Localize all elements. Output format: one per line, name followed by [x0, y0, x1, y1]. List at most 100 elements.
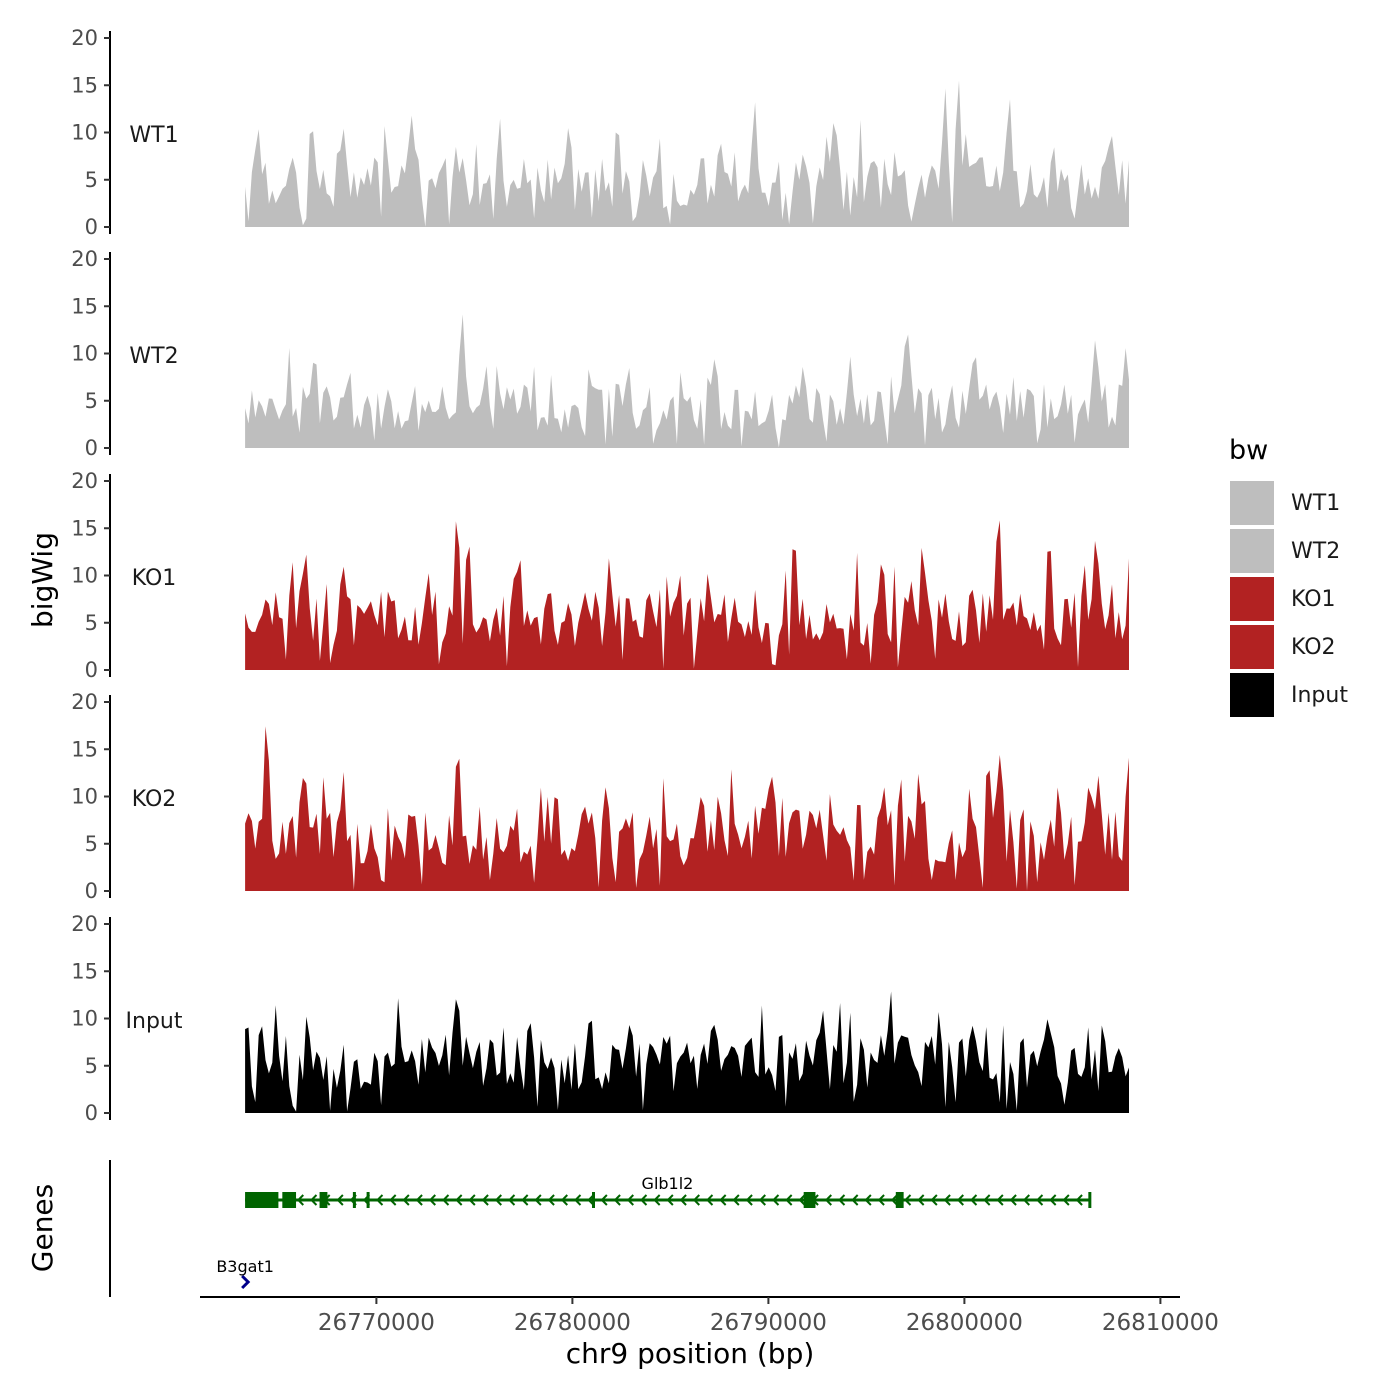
legend-item-ko2: KO2 — [1230, 625, 1336, 669]
y-tick-label: 0 — [85, 215, 98, 239]
signal-area-ko1 — [245, 520, 1130, 670]
legend-item-input: Input — [1230, 673, 1348, 717]
x-tick-label: 26780000 — [514, 1310, 631, 1336]
strand-arrow — [481, 1194, 489, 1206]
strand-arrow — [653, 1194, 661, 1206]
strand-arrow — [692, 1194, 700, 1206]
strand-arrow — [494, 1194, 502, 1206]
strand-arrow — [679, 1194, 687, 1206]
strand-arrow — [983, 1194, 991, 1206]
strand-arrow — [943, 1194, 951, 1206]
strand-arrow — [587, 1194, 595, 1206]
strand-arrow — [415, 1194, 423, 1206]
strand-arrow — [376, 1194, 384, 1206]
strand-arrow — [310, 1194, 318, 1206]
strand-arrow — [1009, 1194, 1017, 1206]
track-panel-wt2: 0 5 10 15 20 WT2 — [71, 247, 1130, 460]
y-tick-label: 5 — [85, 832, 98, 856]
strand-arrow — [283, 1194, 291, 1206]
strand-arrow — [1036, 1194, 1044, 1206]
y-tick-label: 15 — [71, 959, 98, 983]
strand-arrow — [323, 1194, 331, 1206]
strand-arrow — [706, 1194, 714, 1206]
gene-exon — [245, 1192, 279, 1208]
strand-arrow — [442, 1194, 450, 1206]
strand-arrow — [851, 1194, 859, 1206]
strand-arrow — [362, 1194, 370, 1206]
y-axis-title: bigWig — [26, 532, 59, 628]
strand-arrow — [626, 1194, 634, 1206]
signal-tracks: 0 5 10 15 20 WT1 0 5 10 15 20 WT2 0 5 10 15 20 KO1 0 5 10 15 2… — [71, 26, 1130, 1125]
track-label-wt2: WT2 — [129, 344, 178, 369]
strand-arrow — [560, 1194, 568, 1206]
strand-arrow — [1022, 1194, 1030, 1206]
strand-arrow — [864, 1194, 872, 1206]
signal-area-ko2 — [245, 726, 1130, 891]
legend-swatch — [1230, 529, 1274, 573]
y-tick-label: 20 — [71, 912, 98, 936]
strand-arrow — [877, 1194, 885, 1206]
y-tick-label: 10 — [71, 785, 98, 809]
gene-exon — [366, 1192, 370, 1208]
track-label-wt1: WT1 — [129, 123, 178, 148]
strand-arrow — [455, 1194, 463, 1206]
strand-arrow — [640, 1194, 648, 1206]
strand-arrow — [772, 1194, 780, 1206]
y-tick-label: 15 — [71, 737, 98, 761]
track-panel-ko2: 0 5 10 15 20 KO2 — [71, 690, 1130, 903]
genes-axis-title: Genes — [26, 1184, 59, 1272]
gene-exon — [895, 1192, 904, 1208]
y-tick-label: 5 — [85, 1054, 98, 1078]
gene-track: Glb1l2 B3gat1 — [109, 1160, 1092, 1297]
legend: bw WT1 WT2 KO1 KO2 Input — [1229, 435, 1348, 717]
track-panel-input: 0 5 10 15 20 Input — [71, 912, 1130, 1125]
strand-arrow — [574, 1194, 582, 1206]
strand-arrow — [428, 1194, 436, 1206]
strand-arrow — [468, 1194, 476, 1206]
strand-arrow — [956, 1194, 964, 1206]
legend-label: WT1 — [1291, 491, 1340, 516]
strand-arrow — [1075, 1194, 1083, 1206]
y-tick-label: 20 — [71, 247, 98, 271]
y-tick-label: 20 — [71, 26, 98, 50]
strand-arrow — [824, 1194, 832, 1206]
legend-swatch — [1230, 481, 1274, 525]
gene-label: Glb1l2 — [642, 1174, 694, 1193]
signal-area-wt1 — [245, 80, 1130, 227]
gene-label: B3gat1 — [216, 1257, 274, 1276]
y-tick-label: 5 — [85, 611, 98, 635]
y-tick-label: 15 — [71, 294, 98, 318]
y-tick-label: 15 — [71, 73, 98, 97]
strand-arrow — [758, 1194, 766, 1206]
legend-label: KO1 — [1291, 587, 1336, 612]
track-label-input: Input — [126, 1009, 183, 1034]
x-axis-title: chr9 position (bp) — [566, 1337, 815, 1370]
y-tick-label: 0 — [85, 1101, 98, 1125]
strand-arrow — [241, 1274, 251, 1290]
strand-arrow — [547, 1194, 555, 1206]
strand-arrow — [785, 1194, 793, 1206]
y-tick-label: 0 — [85, 436, 98, 460]
strand-arrow — [402, 1194, 410, 1206]
legend-label: Input — [1291, 683, 1348, 708]
strand-arrow — [336, 1194, 344, 1206]
legend-item-wt2: WT2 — [1230, 529, 1340, 573]
strand-arrow — [930, 1194, 938, 1206]
strand-arrow — [811, 1194, 819, 1206]
y-tick-label: 10 — [71, 564, 98, 588]
strand-arrow — [890, 1194, 898, 1206]
legend-label: WT2 — [1291, 539, 1340, 564]
strand-arrow — [1062, 1194, 1070, 1206]
strand-arrow — [838, 1194, 846, 1206]
strand-arrow — [534, 1194, 542, 1206]
strand-arrow — [349, 1194, 357, 1206]
strand-arrow — [798, 1194, 806, 1206]
track-panel-wt1: 0 5 10 15 20 WT1 — [71, 26, 1130, 239]
x-tick-label: 26810000 — [1102, 1310, 1219, 1336]
y-tick-label: 5 — [85, 168, 98, 192]
y-tick-label: 5 — [85, 389, 98, 413]
gene-b3gat1: B3gat1 — [216, 1257, 274, 1290]
y-tick-label: 20 — [71, 690, 98, 714]
